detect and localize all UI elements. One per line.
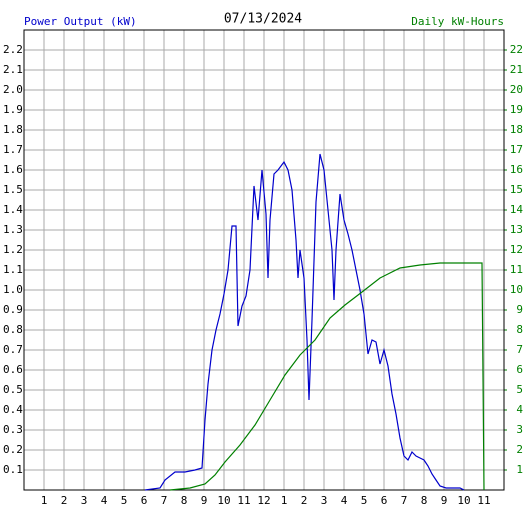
y-tick-label: 0.3 — [3, 423, 23, 436]
y2-tick-label: 3 — [516, 423, 523, 436]
x-tick-label: 10 — [457, 494, 470, 507]
y2-tick-label: 12 — [510, 243, 523, 256]
y-tick-label: 2.2 — [3, 43, 23, 56]
y2-tick-label: 22 — [510, 43, 523, 56]
y2-tick-label: 21 — [510, 63, 523, 76]
x-tick-label: 7 — [401, 494, 408, 507]
x-tick-label: 9 — [441, 494, 448, 507]
x-tick-label: 1 — [281, 494, 288, 507]
y-tick-label: 0.1 — [3, 463, 23, 476]
y-tick-label: 1.3 — [3, 223, 23, 236]
y-tick-label: 1.8 — [3, 123, 23, 136]
x-tick-label: 12 — [257, 494, 270, 507]
y-tick-label: 0.8 — [3, 323, 23, 336]
x-tick-label: 11 — [477, 494, 490, 507]
y-tick-label: 1.4 — [3, 203, 23, 216]
x-tick-label: 1 — [41, 494, 48, 507]
series-line — [169, 262, 485, 491]
left-axis-label: Power Output (kW) — [24, 15, 137, 28]
y-tick-label: 0.6 — [3, 363, 23, 376]
x-tick-label: 2 — [61, 494, 68, 507]
series-line — [144, 153, 465, 491]
y-tick-label: 1.2 — [3, 243, 23, 256]
y2-tick-label: 9 — [516, 303, 523, 316]
y-tick-label: 1.0 — [3, 283, 23, 296]
x-tick-label: 6 — [381, 494, 388, 507]
plot-border — [23, 29, 505, 491]
x-tick-label: 4 — [341, 494, 348, 507]
y2-tick-label: 5 — [516, 383, 523, 396]
y2-tick-label: 4 — [516, 403, 523, 416]
y2-tick-label: 7 — [516, 343, 523, 356]
y2-tick-label: 15 — [510, 183, 523, 196]
y-tick-label: 0.2 — [3, 443, 23, 456]
y2-tick-label: 10 — [510, 283, 523, 296]
x-tick-label: 8 — [181, 494, 188, 507]
x-tick-label: 11 — [237, 494, 250, 507]
chart-title: 07/13/2024 — [224, 12, 302, 27]
x-tick-label: 8 — [421, 494, 428, 507]
y-tick-label: 1.9 — [3, 103, 23, 116]
x-tick-label: 10 — [217, 494, 230, 507]
x-tick-label: 3 — [81, 494, 88, 507]
x-tick-label: 2 — [301, 494, 308, 507]
x-tick-label: 7 — [161, 494, 168, 507]
y-tick-label: 1.1 — [3, 263, 23, 276]
y-tick-label: 1.6 — [3, 163, 23, 176]
y-tick-label: 1.7 — [3, 143, 23, 156]
x-tick-label: 5 — [121, 494, 128, 507]
x-tick-label: 9 — [201, 494, 208, 507]
y2-tick-label: 18 — [510, 123, 523, 136]
x-tick-label: 3 — [321, 494, 328, 507]
y-tick-label: 2.0 — [3, 83, 23, 96]
y2-tick-label: 8 — [516, 323, 523, 336]
y2-tick-label: 11 — [510, 263, 523, 276]
y2-tick-label: 13 — [510, 223, 523, 236]
x-tick-label: 4 — [101, 494, 108, 507]
y2-tick-label: 1 — [516, 463, 523, 476]
x-tick-label: 6 — [141, 494, 148, 507]
right-axis-label: Daily kW-Hours — [411, 15, 504, 28]
y-tick-label: 0.9 — [3, 303, 23, 316]
x-tick-label: 5 — [361, 494, 368, 507]
y2-tick-label: 14 — [510, 203, 524, 216]
y-tick-label: 1.5 — [3, 183, 23, 196]
y2-tick-label: 19 — [510, 103, 523, 116]
y2-tick-label: 20 — [510, 83, 523, 96]
y2-tick-label: 2 — [516, 443, 523, 456]
y-tick-label: 2.1 — [3, 63, 23, 76]
y-tick-label: 0.5 — [3, 383, 23, 396]
y-tick-label: 0.7 — [3, 343, 23, 356]
y2-tick-label: 17 — [510, 143, 523, 156]
y-tick-label: 0.4 — [3, 403, 23, 416]
y2-tick-label: 6 — [516, 363, 523, 376]
y2-tick-label: 16 — [510, 163, 523, 176]
